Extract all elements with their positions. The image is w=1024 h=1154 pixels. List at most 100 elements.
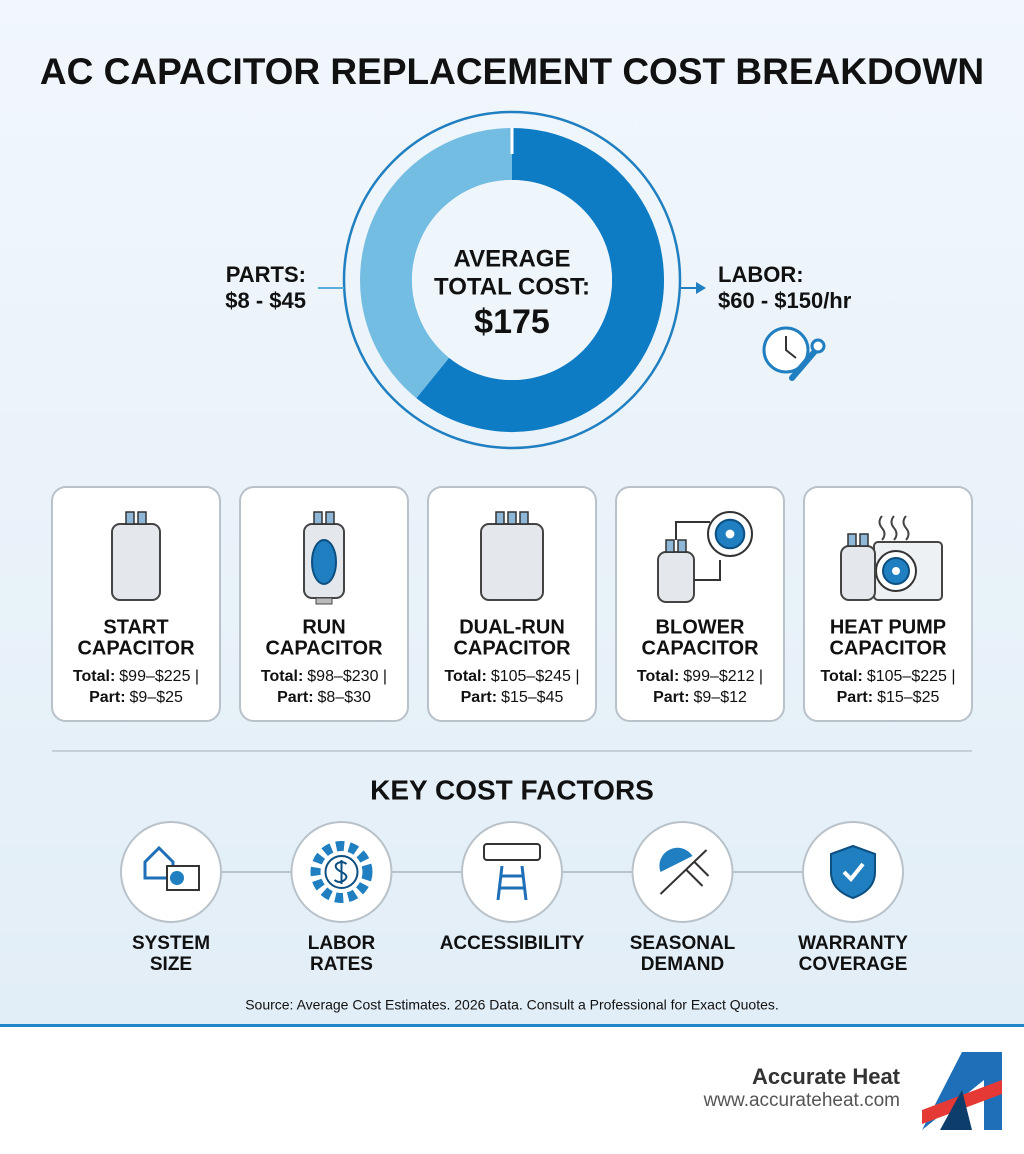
source: Source: Average Cost Estimates. 2026 Dat… <box>245 997 779 1013</box>
check <box>842 862 865 882</box>
factor-label: ACCESSIBILITY <box>440 933 585 954</box>
card-name: CAPACITOR <box>453 637 571 659</box>
factor-label: LABOR <box>308 933 376 954</box>
card-name: HEAT PUMP <box>830 616 946 638</box>
card-name: START <box>103 616 168 638</box>
terminal <box>519 511 529 525</box>
capacitor-label <box>311 539 337 585</box>
card-box <box>427 486 597 722</box>
terminal <box>507 511 517 525</box>
card-name: CAPACITOR <box>77 637 195 659</box>
factor-label: RATES <box>310 954 373 975</box>
terminal <box>325 511 335 525</box>
total-value: $105–$225 | <box>867 668 956 685</box>
capacitor-body <box>840 545 876 601</box>
center-value: $175 <box>474 303 550 341</box>
ladder <box>496 865 528 901</box>
card-name: CAPACITOR <box>829 637 947 659</box>
factor-label: COVERAGE <box>799 954 908 975</box>
terminal <box>665 539 675 553</box>
labor-label: LABOR: <box>718 262 804 287</box>
total-line: Total: $105–$225 | <box>820 668 955 685</box>
card-name: CAPACITOR <box>265 637 383 659</box>
shield <box>830 844 876 900</box>
part-line: Part: $8–$30 <box>277 689 371 706</box>
part-line: Part: $15–$45 <box>461 689 564 706</box>
title: AC CAPACITOR REPLACEMENT COST BREAKDOWN <box>40 51 984 92</box>
card-name: RUN <box>302 616 345 638</box>
url: www.accurateheat.com <box>703 1090 900 1111</box>
fan-center <box>725 529 735 539</box>
card-box <box>803 486 973 722</box>
center-line: AVERAGE <box>454 245 571 272</box>
total-label: Total: <box>820 668 862 685</box>
wall-unit <box>483 843 541 861</box>
part-line: Part: $9–$25 <box>89 689 183 706</box>
total-value: $99–$225 | <box>119 668 199 685</box>
wire <box>675 521 721 581</box>
gear <box>310 841 373 903</box>
total-line: Total: $99–$225 | <box>73 668 199 685</box>
part-label: Part: <box>653 689 689 706</box>
total-value: $99–$212 | <box>683 668 763 685</box>
factor-label: SYSTEM <box>132 933 210 954</box>
part-line: Part: $9–$12 <box>653 689 747 706</box>
factor-label: WARRANTY <box>798 933 908 954</box>
sun <box>659 847 693 872</box>
factor-circle <box>461 821 563 923</box>
part-label: Part: <box>89 689 125 706</box>
part-label: Part: <box>837 689 873 706</box>
total-value: $98–$230 | <box>307 668 387 685</box>
terminal <box>125 511 135 525</box>
part-line: Part: $15–$25 <box>837 689 940 706</box>
terminal <box>495 511 505 525</box>
capacitor-body <box>657 551 695 603</box>
ac-fan <box>170 871 184 885</box>
capacitor-body <box>480 523 544 601</box>
terminal <box>137 511 147 525</box>
total-line: Total: $99–$212 | <box>637 668 763 685</box>
part-value: $15–$25 <box>877 689 939 706</box>
labor-value: $60 - $150/hr <box>718 288 852 313</box>
labor-icon <box>762 326 826 381</box>
fan-center <box>892 567 900 575</box>
footer-rule <box>0 1024 1024 1027</box>
card-box <box>51 486 221 722</box>
total-line: Total: $105–$245 | <box>444 668 579 685</box>
total-label: Total: <box>444 668 486 685</box>
brand: Accurate Heat <box>752 1064 901 1089</box>
part-value: $9–$25 <box>130 689 183 706</box>
total-label: Total: <box>261 668 303 685</box>
parts-label: PARTS: <box>226 262 306 287</box>
donut <box>318 110 706 450</box>
total-label: Total: <box>637 668 679 685</box>
terminal <box>313 511 323 525</box>
snowflake <box>659 849 710 895</box>
card-name: BLOWER <box>656 616 745 638</box>
part-value: $9–$12 <box>694 689 747 706</box>
part-label: Part: <box>277 689 313 706</box>
total-label: Total: <box>73 668 115 685</box>
parts-value: $8 - $45 <box>225 288 306 313</box>
factor-label: SEASONAL <box>630 933 736 954</box>
terminal <box>677 539 687 553</box>
capacitor-base <box>315 597 333 605</box>
dollar <box>333 860 348 884</box>
card-name: CAPACITOR <box>641 637 759 659</box>
center-line: TOTAL COST: <box>434 273 590 300</box>
factor-label: SIZE <box>150 954 192 975</box>
footer-bg <box>0 1026 1024 1154</box>
factors-title: KEY COST FACTORS <box>370 774 654 805</box>
